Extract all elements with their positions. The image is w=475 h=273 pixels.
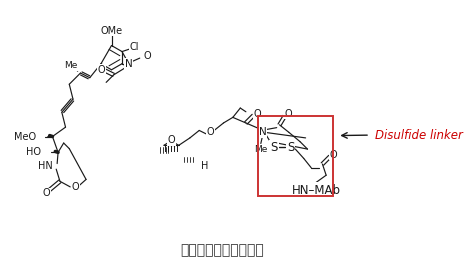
Bar bbox=[258, 115, 332, 196]
Text: HN: HN bbox=[38, 161, 52, 171]
Text: O: O bbox=[330, 150, 337, 160]
Text: Disulfide linker: Disulfide linker bbox=[375, 129, 463, 142]
Text: MeO: MeO bbox=[14, 132, 36, 141]
Text: O: O bbox=[143, 51, 151, 61]
Text: S: S bbox=[270, 141, 277, 154]
Text: Cl: Cl bbox=[129, 42, 139, 52]
Text: O: O bbox=[72, 182, 80, 192]
Text: N: N bbox=[259, 127, 266, 137]
Text: O: O bbox=[253, 109, 261, 119]
Text: Me: Me bbox=[254, 145, 267, 154]
Text: O: O bbox=[207, 127, 214, 137]
Text: Me: Me bbox=[65, 61, 78, 70]
Text: H: H bbox=[201, 161, 209, 171]
Text: HO: HO bbox=[26, 147, 41, 157]
Text: OMe: OMe bbox=[100, 26, 123, 35]
Text: O: O bbox=[284, 109, 292, 119]
Text: O: O bbox=[42, 188, 50, 198]
Text: 形成二硫键的连接基团: 形成二硫键的连接基团 bbox=[180, 243, 265, 257]
Text: S: S bbox=[287, 141, 294, 154]
Text: O: O bbox=[167, 135, 175, 145]
Text: O: O bbox=[98, 65, 105, 75]
Text: N: N bbox=[124, 59, 133, 69]
Text: HN–MAb: HN–MAb bbox=[292, 184, 342, 197]
